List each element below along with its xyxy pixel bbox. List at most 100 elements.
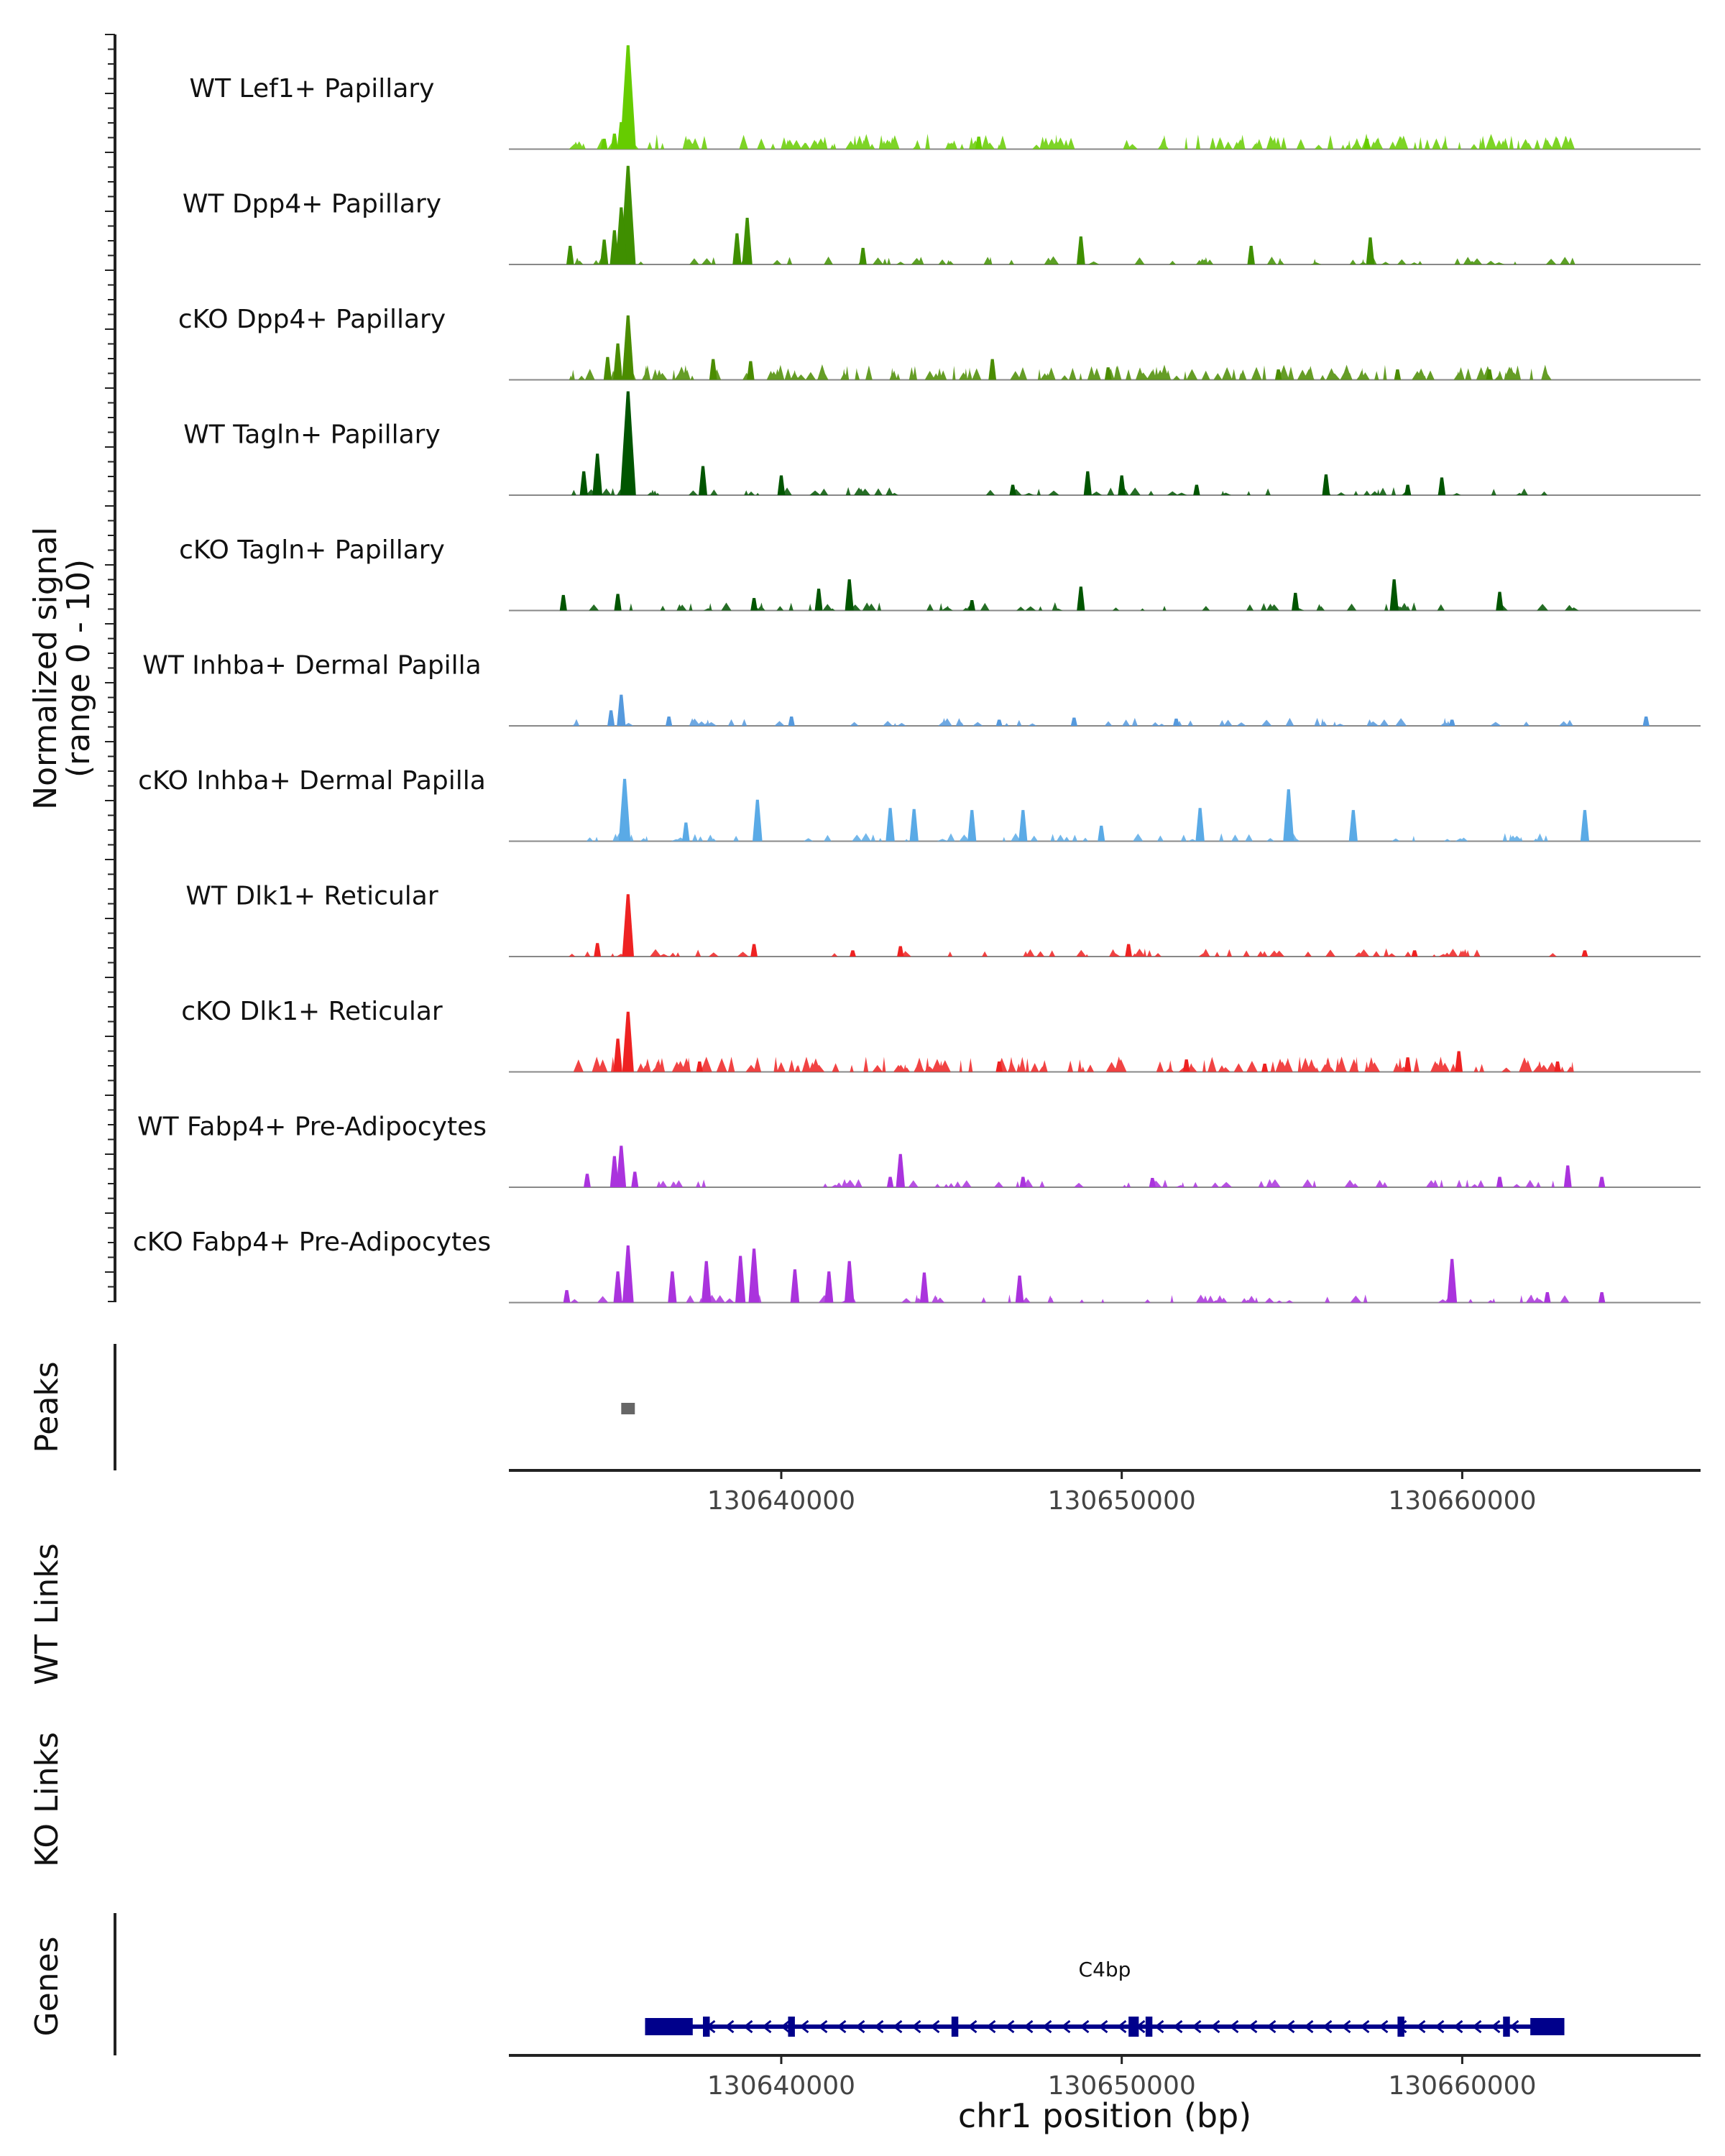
x-tick-label: 130650000	[1048, 1486, 1196, 1516]
track-7: WT Dlk1+ Reticular	[185, 882, 1701, 957]
signal-peak	[735, 1256, 746, 1303]
signal-peak	[1098, 825, 1105, 842]
signal-peak	[617, 121, 626, 149]
signal-peak	[1554, 1061, 1561, 1072]
signal-peak	[579, 471, 588, 495]
genes-label: Genes	[29, 1936, 65, 2036]
signal-peak	[1322, 474, 1330, 495]
strand-arrow	[855, 2019, 865, 2034]
noise-signal	[573, 1056, 1574, 1072]
noise-signal	[574, 256, 1576, 264]
signal-peak	[1581, 950, 1588, 957]
strand-arrow	[874, 2019, 884, 2034]
gene-exon	[703, 2017, 710, 2037]
gene-exon	[1397, 2017, 1404, 2037]
x-tick-label: 130650000	[1048, 2071, 1196, 2101]
signal-peak	[709, 359, 717, 380]
strand-arrow	[1472, 2019, 1482, 2034]
signal-peak	[613, 1271, 622, 1303]
signal-peak	[559, 594, 567, 611]
x-tick-label: 130640000	[707, 1486, 855, 1516]
track-6: cKO Inhba+ Dermal Papilla	[138, 766, 1701, 842]
signal-peak	[742, 217, 753, 264]
strand-arrow	[1379, 2019, 1389, 2034]
signal-peak	[1018, 810, 1028, 842]
strand-arrow	[724, 2019, 735, 2034]
signal-peak	[1274, 369, 1282, 380]
coverage-tracks: WT Lef1+ Papillary WT Dpp4+ Papillary cKO …	[133, 45, 1701, 1304]
signal-peak	[824, 1271, 834, 1303]
signal-peak	[622, 1245, 634, 1303]
x-tick-label: 130660000	[1388, 1486, 1536, 1516]
track-4: cKO Tagln+ Papillary	[179, 535, 1701, 612]
peaks-label: Peaks	[29, 1361, 65, 1452]
strand-arrow	[1360, 2019, 1370, 2034]
track-label: cKO Fabp4+ Pre-Adipocytes	[133, 1227, 491, 1257]
signal-peak	[1009, 484, 1016, 495]
signal-peak	[696, 1061, 703, 1072]
strand-arrow	[1210, 2019, 1220, 2034]
strand-arrow	[837, 2019, 847, 2034]
signal-peak	[620, 391, 636, 495]
signal-peak	[845, 579, 854, 611]
signal-peak	[610, 133, 618, 149]
peaks-track	[621, 1403, 635, 1414]
signal-peak	[1193, 484, 1200, 495]
signal-peak	[1104, 367, 1112, 380]
strand-arrow	[1341, 2019, 1351, 2034]
gene-exon	[645, 2018, 693, 2035]
genes-track: C4bp	[645, 1958, 1565, 2037]
x-axis-label: chr1 position (bp)	[958, 2096, 1251, 2135]
signal-peak	[599, 239, 609, 264]
signal-peak	[788, 716, 795, 726]
peak-interval	[621, 1403, 635, 1414]
signal-peak	[1125, 944, 1132, 957]
signal-peak	[1348, 810, 1358, 842]
strand-arrow	[1061, 2019, 1071, 2034]
signal-peak	[1363, 139, 1371, 149]
strand-arrow	[1416, 2019, 1426, 2034]
signal-peak	[1261, 1063, 1269, 1072]
strand-arrow	[893, 2019, 903, 2034]
strand-arrow	[1080, 2019, 1090, 2034]
signal-peak	[614, 594, 622, 611]
track-2: cKO Dpp4+ Papillary	[178, 305, 1701, 381]
track-label: cKO Inhba+ Dermal Papilla	[138, 766, 486, 796]
signal-peak	[566, 245, 574, 264]
strand-arrow	[1248, 2019, 1258, 2034]
signal-peak	[613, 343, 623, 380]
gene-exon	[1503, 2017, 1510, 2037]
gene-exon	[1145, 2017, 1153, 2037]
strand-arrow	[1304, 2019, 1314, 2034]
track-label: WT Inhba+ Dermal Papilla	[142, 651, 481, 681]
track-5: WT Inhba+ Dermal Papilla	[142, 651, 1701, 727]
signal-peak	[594, 943, 602, 957]
signal-peak	[1366, 237, 1375, 264]
gene-exon	[788, 2017, 795, 2037]
signal-peak	[699, 466, 707, 495]
signal-peak	[1598, 1292, 1606, 1303]
strand-arrow	[1285, 2019, 1295, 2034]
signal-peak	[616, 1146, 627, 1187]
signal-peak	[622, 315, 635, 380]
track-9: WT Fabp4+ Pre-Adipocytes	[137, 1112, 1701, 1188]
strand-arrow	[1024, 2019, 1034, 2034]
signal-peak	[701, 1261, 712, 1303]
signal-peak	[617, 694, 626, 726]
signal-peak	[1404, 1057, 1412, 1072]
track-label: WT Dlk1+ Reticular	[185, 882, 438, 911]
strand-arrow	[1154, 2019, 1164, 2034]
signal-peak	[750, 944, 758, 957]
ko-links-label: KO Links	[29, 1732, 65, 1867]
signal-peak	[732, 233, 742, 264]
x-axis-ticks-bottom: 130640000 130650000 130660000	[707, 2055, 1536, 2101]
y-axis-ticks	[105, 34, 115, 1302]
signal-peak	[1642, 716, 1650, 726]
y-axis-label-line1: Normalized signal	[27, 527, 64, 810]
noise-signal	[586, 833, 1548, 842]
gene-exon	[1128, 2017, 1139, 2037]
signal-peak	[748, 1248, 760, 1303]
signal-peak	[668, 1271, 677, 1303]
strand-arrow	[1192, 2019, 1202, 2034]
signal-peak	[1182, 1059, 1190, 1072]
